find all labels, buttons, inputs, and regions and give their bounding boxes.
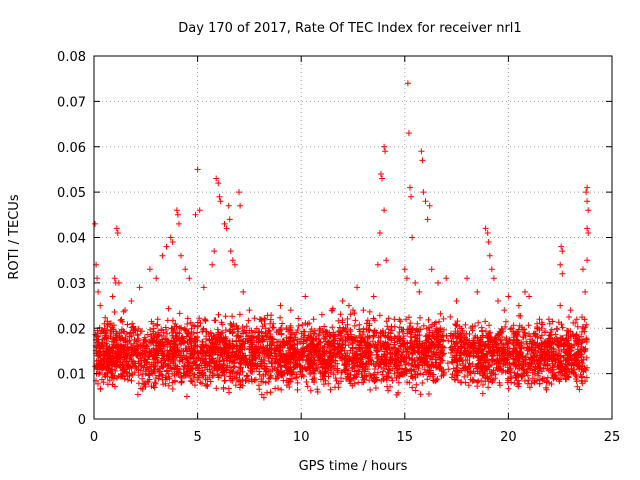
y-tick-label: 0.07 xyxy=(57,95,86,110)
y-tick-label: 0.05 xyxy=(57,186,86,201)
y-tick-label: 0.03 xyxy=(57,277,86,292)
grid-lines xyxy=(94,56,612,419)
x-axis-ticks: 0 5 10 15 20 25 xyxy=(90,56,620,445)
x-tick-label: 0 xyxy=(90,430,98,445)
y-tick-label: 0 xyxy=(78,413,86,428)
x-tick-label: 15 xyxy=(397,430,414,445)
y-axis-ticks: 0 0.01 0.02 0.03 0.04 0.05 0.06 0.07 0.08 xyxy=(57,50,612,428)
y-tick-label: 0.06 xyxy=(57,141,86,156)
x-tick-label: 10 xyxy=(293,430,310,445)
x-axis-label: GPS time / hours xyxy=(299,459,408,474)
data-points xyxy=(92,80,592,401)
y-tick-label: 0.01 xyxy=(57,368,86,383)
y-axis-label: ROTI / TECUs xyxy=(7,194,22,279)
x-tick-label: 20 xyxy=(500,430,517,445)
y-tick-label: 0.04 xyxy=(57,232,86,247)
y-tick-label: 0.08 xyxy=(57,50,86,65)
chart-title: Day 170 of 2017, Rate Of TEC Index for r… xyxy=(178,21,521,36)
roti-series-markers xyxy=(92,80,592,401)
y-tick-label: 0.02 xyxy=(57,322,86,337)
x-tick-label: 5 xyxy=(193,430,201,445)
x-tick-label: 25 xyxy=(604,430,621,445)
